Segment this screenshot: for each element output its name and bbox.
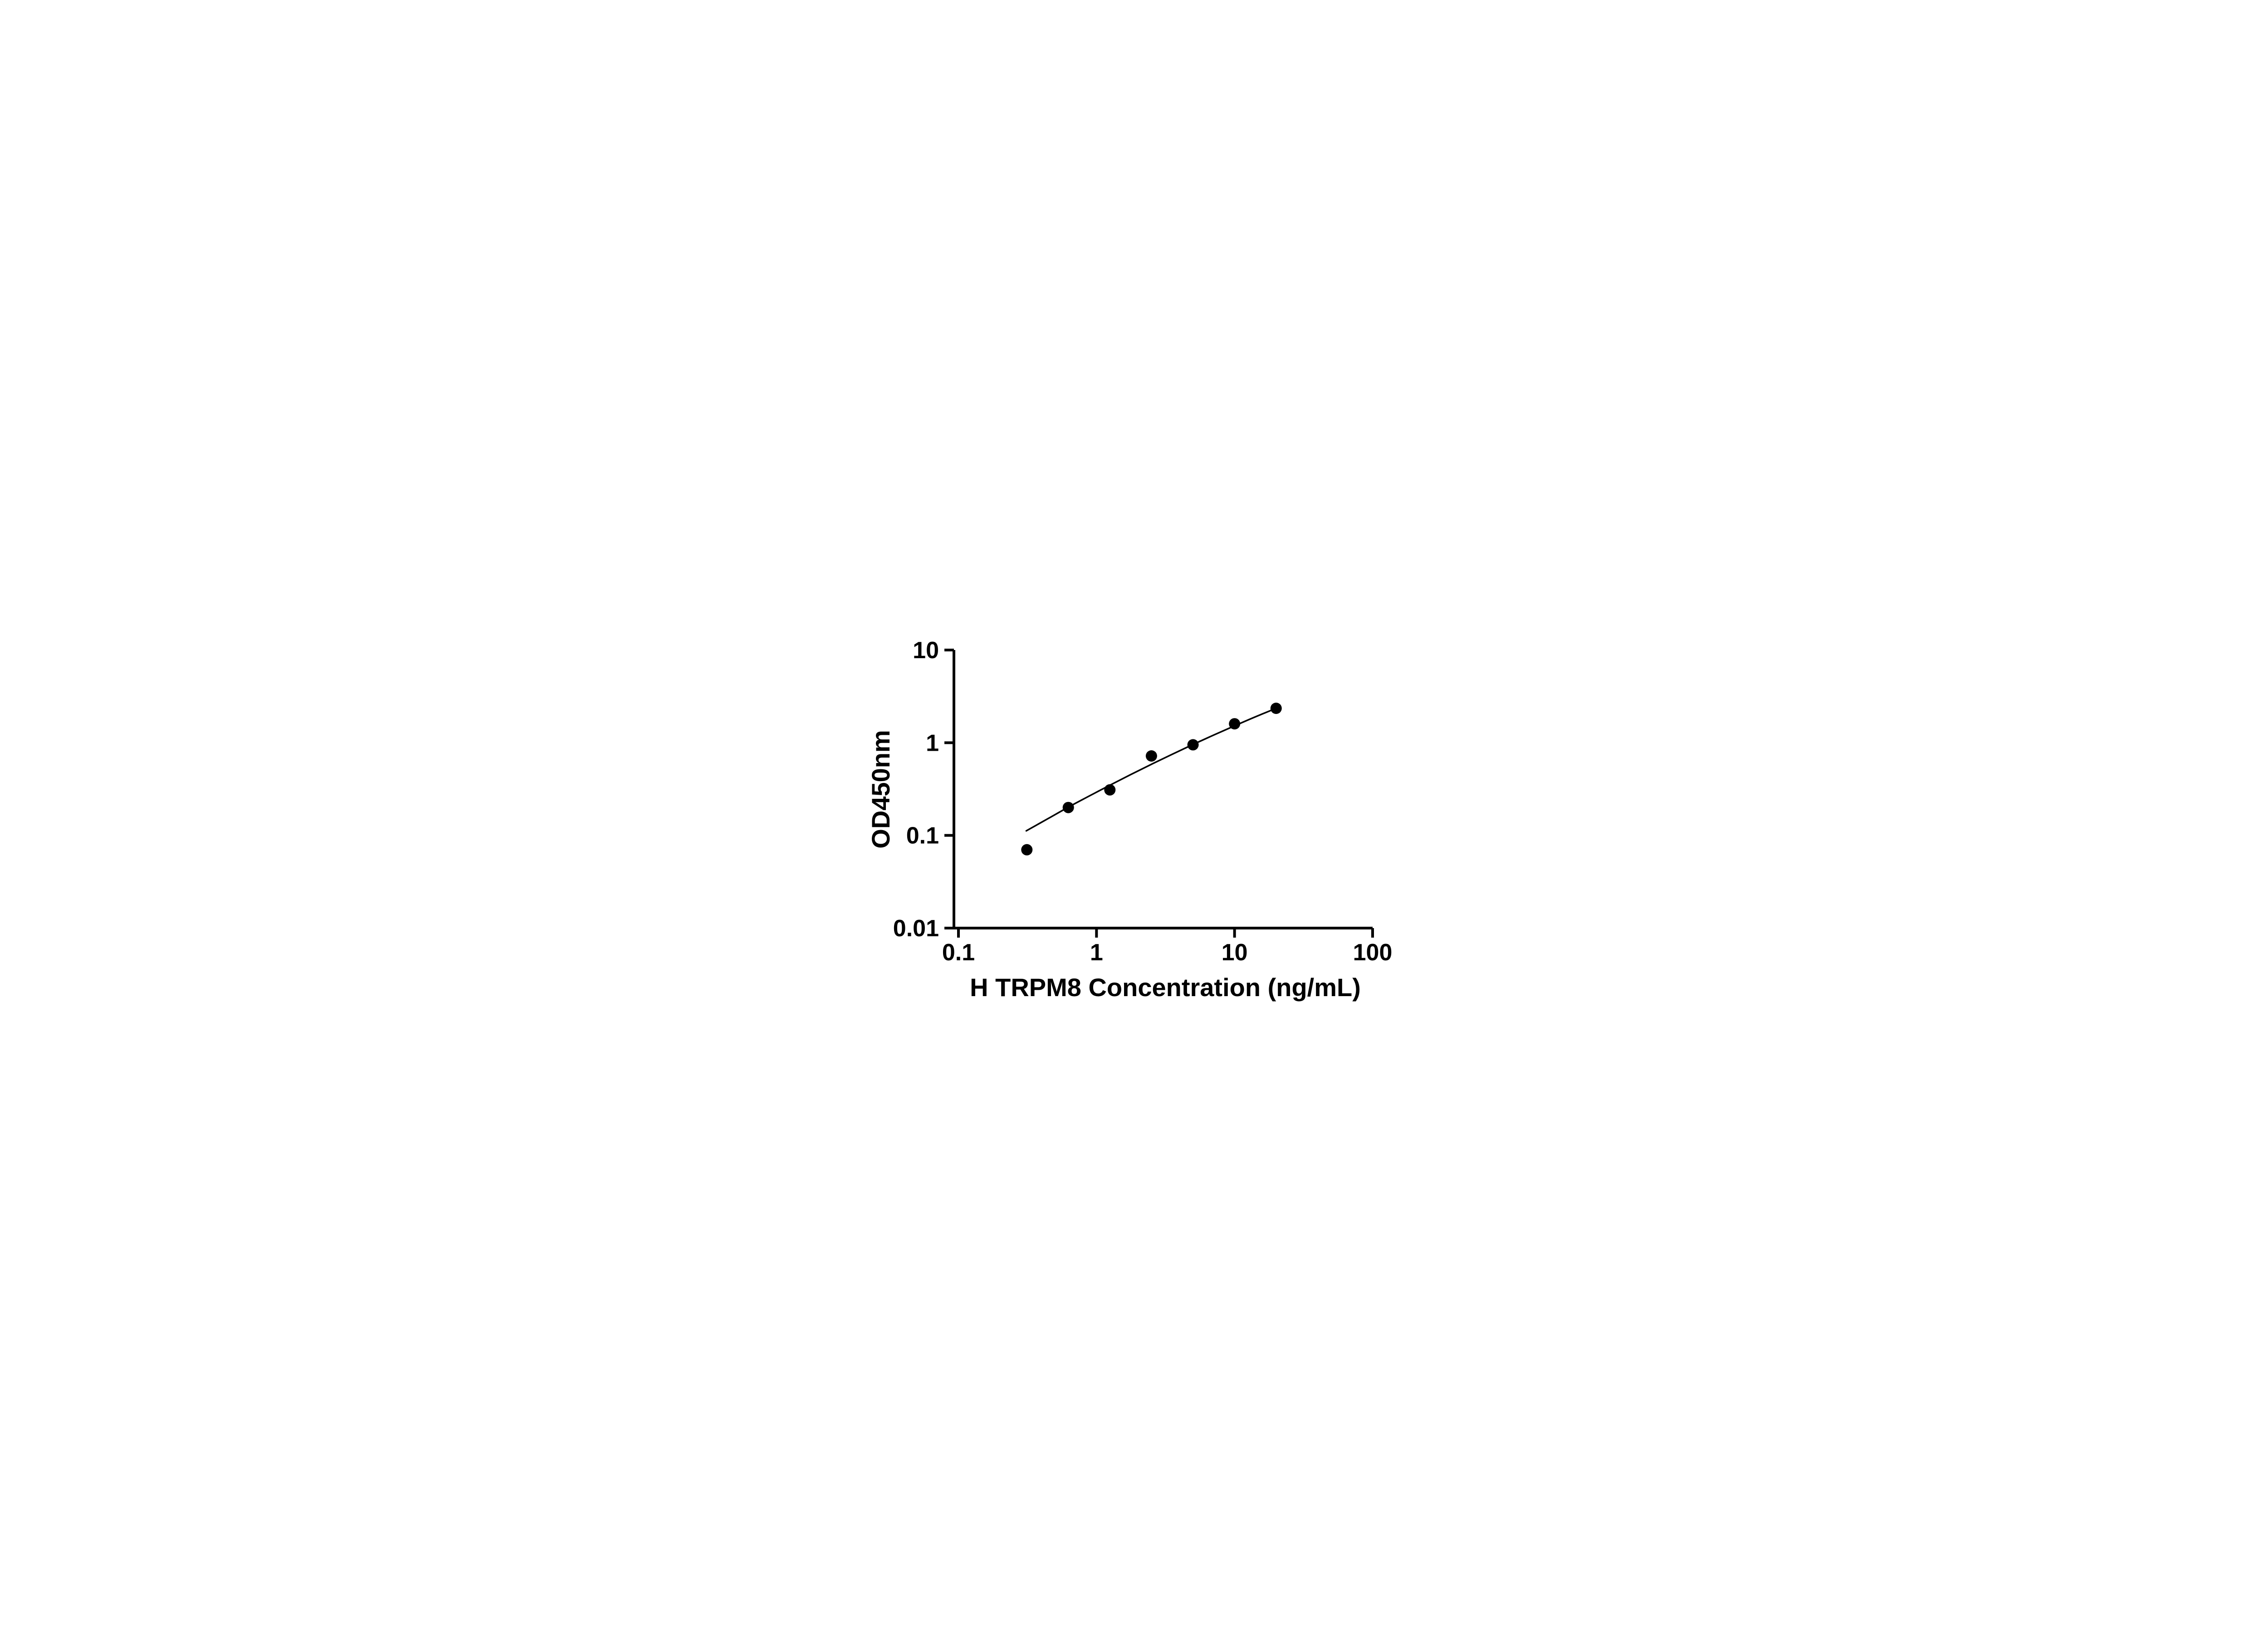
x-axis-tick-label: 1 — [1090, 939, 1103, 966]
y-axis-title: OD450nm — [866, 730, 895, 848]
elisa-standard-curve-figure: 0.1 1 10 100 0.01 0.1 1 10 H TRPM8 Concentratio… — [843, 612, 1425, 1021]
data-point — [1021, 844, 1033, 856]
axis-frame — [953, 650, 1373, 929]
y-axis-tick-label: 10 — [913, 637, 939, 664]
y-axis-tick-label: 1 — [926, 730, 939, 756]
x-axis-tick-label: 0.1 — [942, 939, 975, 966]
x-axis-tick-label: 10 — [1222, 939, 1248, 966]
data-point — [1145, 750, 1157, 762]
fit-curve — [1025, 707, 1277, 832]
y-axis-tick-label: 0.1 — [906, 823, 939, 849]
x-axis-tick-label: 100 — [1353, 939, 1393, 966]
y-axis-tick-label: 0.01 — [893, 915, 939, 942]
x-axis-title: H TRPM8 Concentration (ng/mL) — [970, 973, 1361, 1002]
data-series — [1021, 703, 1282, 856]
